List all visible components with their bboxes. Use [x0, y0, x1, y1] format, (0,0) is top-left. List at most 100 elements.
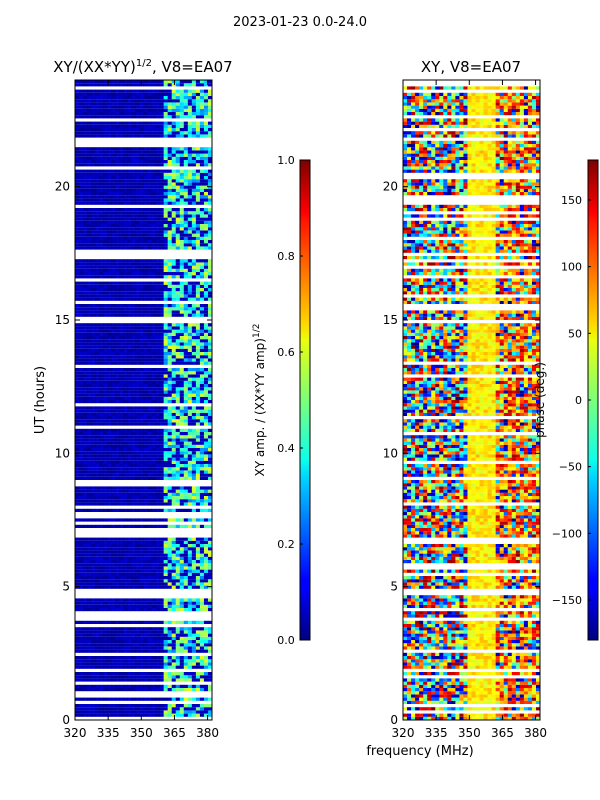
- heatmap-cell: [199, 627, 205, 631]
- heatmap-cell: [115, 662, 120, 666]
- heatmap-cell: [107, 348, 112, 352]
- heatmap-cell: [103, 489, 108, 493]
- heatmap-cell: [167, 508, 173, 512]
- heatmap-cell: [79, 467, 84, 471]
- heatmap-cell: [187, 172, 193, 176]
- heatmap-cell: [99, 368, 104, 372]
- heatmap-cell: [155, 585, 161, 589]
- heatmap-cell: [187, 243, 193, 247]
- heatmap-cell: [115, 572, 120, 576]
- heatmap-cell: [87, 537, 92, 541]
- heatmap-cell: [159, 457, 165, 461]
- heatmap-cell: [107, 265, 112, 269]
- heatmap-cell: [147, 460, 152, 464]
- heatmap-cell: [183, 524, 189, 528]
- heatmap-cell: [203, 262, 209, 266]
- heatmap-cell: [131, 476, 136, 480]
- heatmap-cell: [115, 329, 120, 333]
- heatmap-cell: [171, 633, 177, 637]
- heatmap-cell: [167, 220, 173, 224]
- heatmap-cell: [139, 275, 144, 279]
- heatmap-cell: [115, 185, 120, 189]
- heatmap-cell: [119, 608, 124, 612]
- heatmap-cell: [187, 467, 193, 471]
- heatmap-cell: [123, 224, 128, 228]
- heatmap-cell: [143, 393, 148, 397]
- heatmap-cell: [111, 182, 116, 186]
- heatmap-cell: [95, 371, 100, 375]
- heatmap-cell: [155, 675, 161, 679]
- heatmap-cell: [199, 649, 205, 653]
- heatmap-cell: [155, 508, 161, 512]
- heatmap-cell: [139, 665, 144, 669]
- heatmap-cell: [163, 476, 169, 480]
- heatmap-cell: [195, 147, 201, 151]
- heatmap-cell: [123, 262, 128, 266]
- heatmap-cell: [111, 313, 116, 317]
- heatmap-cell: [195, 156, 201, 160]
- heatmap-cell: [175, 201, 181, 205]
- heatmap-cell: [191, 185, 197, 189]
- heatmap-cell: [87, 339, 92, 343]
- heatmap-cell: [111, 211, 116, 215]
- heatmap-cell: [187, 566, 193, 570]
- heatmap-cell: [195, 384, 201, 388]
- heatmap-cell: [103, 656, 108, 660]
- heatmap-cell: [199, 636, 205, 640]
- heatmap-cell: [139, 134, 144, 138]
- heatmap-cell: [99, 582, 104, 586]
- heatmap-cell: [167, 217, 173, 221]
- heatmap-cell: [127, 406, 132, 410]
- heatmap-cell: [115, 451, 120, 455]
- heatmap-cell: [139, 444, 144, 448]
- heatmap-cell: [159, 540, 165, 544]
- heatmap-cell: [195, 169, 201, 173]
- heatmap-cell: [155, 547, 161, 551]
- heatmap-cell: [191, 227, 197, 231]
- heatmap-cell: [159, 550, 165, 554]
- heatmap-cell: [147, 227, 152, 231]
- heatmap-cell: [103, 576, 108, 580]
- heatmap-cell: [155, 406, 161, 410]
- heatmap-cell: [207, 163, 212, 167]
- heatmap-cell: [83, 608, 88, 612]
- heatmap-cell: [139, 422, 144, 426]
- heatmap-cell: [87, 659, 92, 663]
- heatmap-cell: [195, 636, 201, 640]
- heatmap-cell: [79, 643, 84, 647]
- heatmap-cell: [135, 294, 140, 298]
- heatmap-cell: [75, 134, 80, 138]
- heatmap-cell: [107, 329, 112, 333]
- heatmap-cell: [119, 265, 124, 269]
- heatmap-cell: [143, 201, 148, 205]
- heatmap-cell: [79, 569, 84, 573]
- heatmap-cell: [123, 268, 128, 272]
- heatmap-cell: [115, 492, 120, 496]
- heatmap-cell: [207, 684, 212, 688]
- heatmap-cell: [131, 345, 136, 349]
- heatmap-cell: [179, 275, 185, 279]
- heatmap-cell: [195, 540, 201, 544]
- heatmap-cell: [175, 636, 181, 640]
- heatmap-cell: [95, 675, 100, 679]
- heatmap-cell: [131, 275, 136, 279]
- heatmap-cell: [151, 608, 156, 612]
- heatmap-cell: [115, 636, 120, 640]
- heatmap-cell: [155, 233, 161, 237]
- heatmap-cell: [131, 646, 136, 650]
- heatmap-cell: [167, 688, 173, 692]
- heatmap-cell: [115, 649, 120, 653]
- heatmap-cell: [103, 563, 108, 567]
- heatmap-cell: [195, 329, 201, 333]
- heatmap-cell: [91, 707, 96, 711]
- heatmap-cell: [95, 374, 100, 378]
- heatmap-cell: [99, 134, 104, 138]
- heatmap-cell: [135, 560, 140, 564]
- heatmap-cell: [171, 601, 177, 605]
- heatmap-cell: [95, 380, 100, 384]
- heatmap-cell: [139, 646, 144, 650]
- heatmap-cell: [203, 460, 209, 464]
- heatmap-cell: [83, 576, 88, 580]
- heatmap-cell: [175, 192, 181, 196]
- heatmap-cell: [147, 380, 152, 384]
